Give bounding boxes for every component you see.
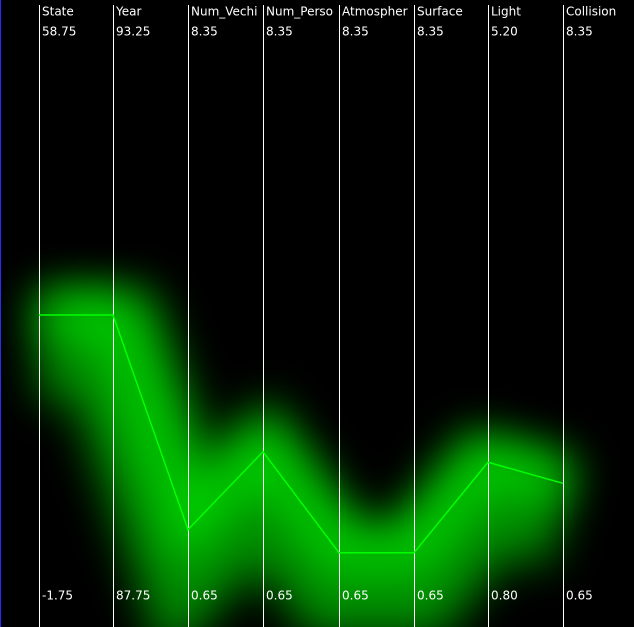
- axis-max-label: 8.35: [342, 25, 369, 39]
- axis-labels: Light 5.20 0.80: [491, 5, 521, 603]
- mean-line: [39, 314, 564, 554]
- axis-min-label: 0.65: [191, 589, 218, 603]
- axis-labels: Collision 8.35 0.65: [566, 5, 616, 603]
- axis-min-label: 0.80: [491, 589, 518, 603]
- axis-labels: Surface 8.35 0.65: [417, 5, 463, 603]
- axis-max-label: 8.35: [266, 25, 293, 39]
- axis-title: Num_Vechi: [191, 5, 257, 19]
- axis-max-label: 8.35: [417, 25, 444, 39]
- axis-title: State: [42, 5, 74, 19]
- axis-max-label: 5.20: [491, 25, 518, 39]
- axis-title: Collision: [566, 5, 616, 19]
- axis-min-label: 87.75: [116, 589, 150, 603]
- axis-labels: Atmospher 8.35 0.65: [342, 5, 408, 603]
- axis-max-label: 8.35: [566, 25, 593, 39]
- axis-labels: State 58.75 -1.75: [42, 5, 76, 603]
- axis-title: Light: [491, 5, 521, 19]
- axis-max-label: 8.35: [191, 25, 218, 39]
- axis-labels: Num_Perso 8.35 0.65: [266, 5, 333, 603]
- axis-min-label: -1.75: [42, 589, 73, 603]
- axis-title: Num_Perso: [266, 5, 333, 19]
- axis-title: Atmospher: [342, 5, 408, 19]
- axis-min-label: 0.65: [417, 589, 444, 603]
- axis-labels: Num_Vechi 8.35 0.65: [191, 5, 257, 603]
- axis-title: Year: [115, 5, 141, 19]
- axis-min-label: 0.65: [266, 589, 293, 603]
- axis-max-label: 58.75: [42, 25, 76, 39]
- axis-title: Surface: [417, 5, 463, 19]
- axis-labels: Year 93.25 87.75: [115, 5, 150, 603]
- axis-min-label: 0.65: [342, 589, 369, 603]
- axis-max-label: 93.25: [116, 25, 150, 39]
- axis-min-label: 0.65: [566, 589, 593, 603]
